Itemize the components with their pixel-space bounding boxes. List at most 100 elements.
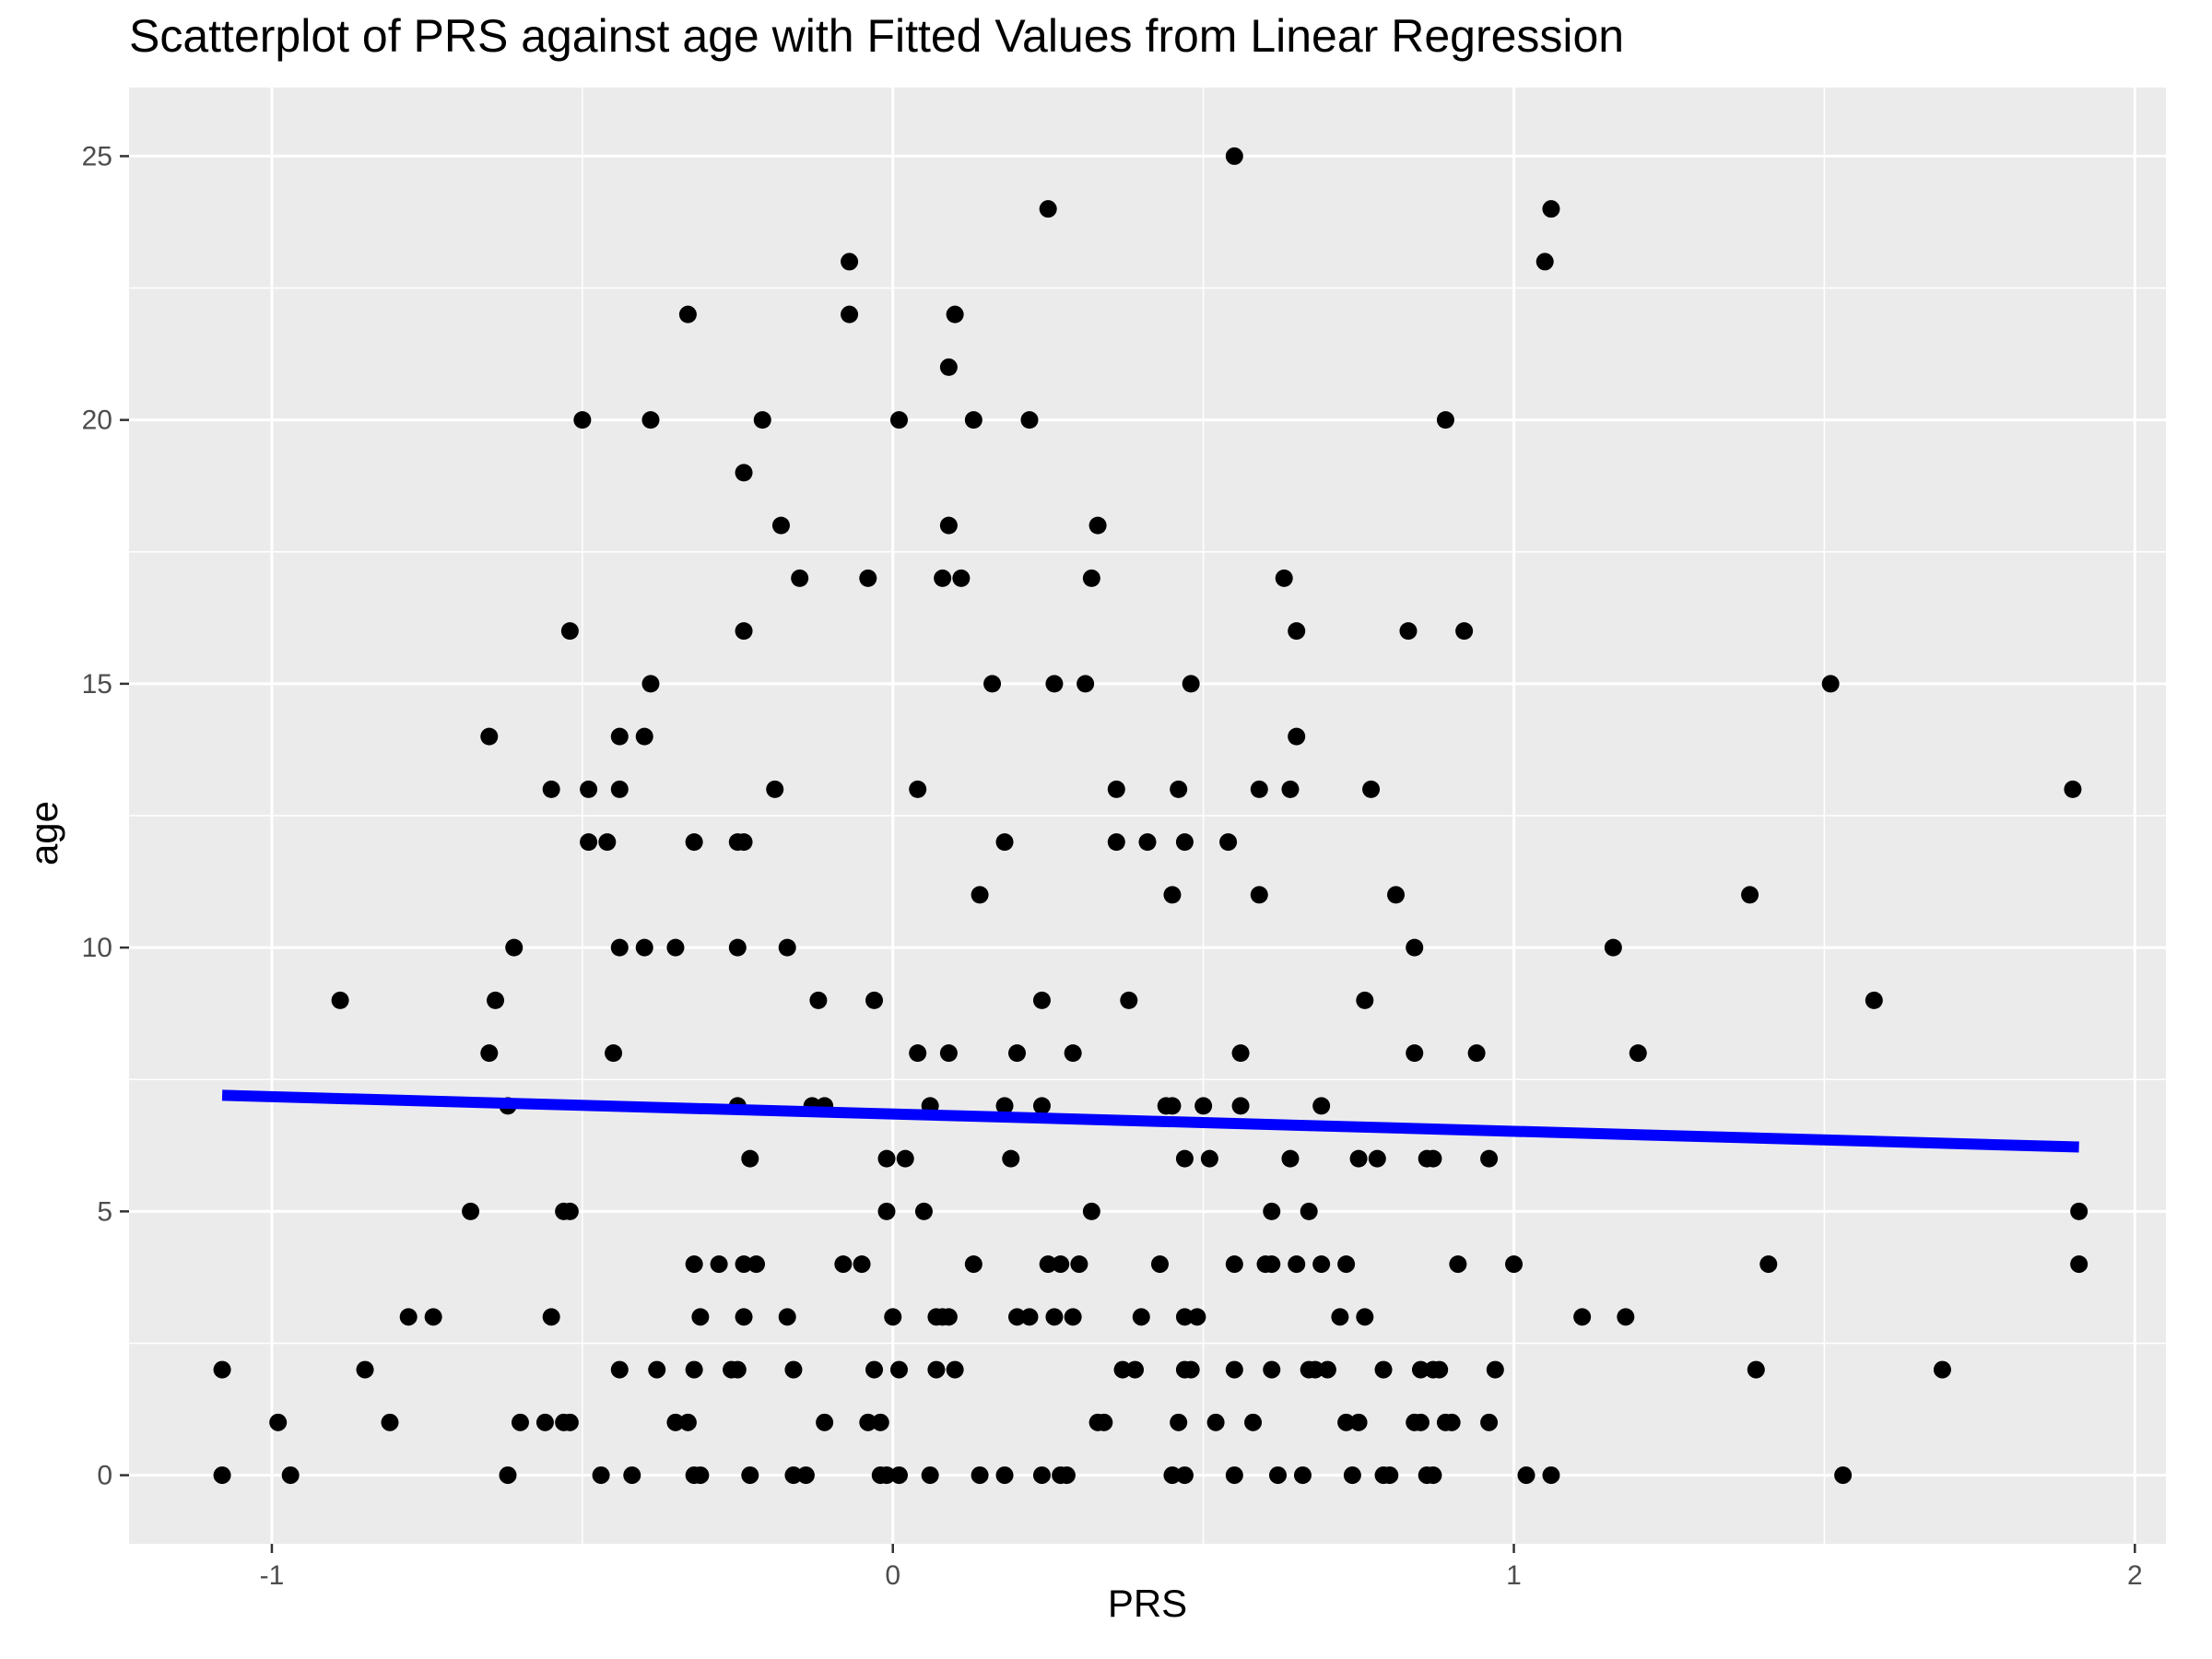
data-point xyxy=(678,1413,697,1431)
data-point xyxy=(1349,1413,1368,1431)
data-point xyxy=(995,833,1014,852)
data-point xyxy=(939,1308,958,1326)
data-point xyxy=(1077,675,1095,693)
data-point xyxy=(796,1466,815,1485)
data-point xyxy=(1219,833,1238,852)
data-point xyxy=(877,1149,896,1168)
data-point xyxy=(1747,1360,1765,1379)
data-point xyxy=(1039,200,1057,218)
data-point xyxy=(685,1255,703,1274)
data-point xyxy=(685,1360,703,1379)
data-point xyxy=(1263,1202,1281,1220)
data-point xyxy=(1088,516,1107,535)
data-point xyxy=(1138,833,1157,852)
data-point xyxy=(853,1255,871,1274)
data-point xyxy=(1288,727,1306,746)
data-point xyxy=(462,1202,480,1220)
data-point xyxy=(356,1360,374,1379)
data-point xyxy=(784,1466,803,1485)
data-point xyxy=(921,1466,939,1485)
data-point xyxy=(560,1202,579,1220)
data-point xyxy=(1312,1255,1331,1274)
data-point xyxy=(1057,1466,1076,1485)
data-point xyxy=(747,1255,766,1274)
data-point xyxy=(1480,1413,1499,1431)
data-point xyxy=(1368,1149,1386,1168)
data-point xyxy=(1170,780,1188,798)
data-point xyxy=(1070,1255,1088,1274)
data-point xyxy=(1188,1308,1206,1326)
data-point xyxy=(859,569,877,587)
regression-line xyxy=(221,1089,2079,1153)
x-tick-label: -1 xyxy=(260,1560,285,1591)
data-point xyxy=(641,411,660,429)
data-point xyxy=(1225,1255,1243,1274)
data-point xyxy=(1268,1466,1287,1485)
data-point xyxy=(889,1466,908,1485)
data-point xyxy=(1430,1360,1449,1379)
data-point xyxy=(635,727,653,746)
data-point xyxy=(909,1044,927,1063)
data-point xyxy=(610,780,629,798)
data-point xyxy=(1032,1097,1051,1115)
data-point xyxy=(1834,1466,1853,1485)
data-point xyxy=(1374,1360,1393,1379)
data-point xyxy=(1424,1466,1442,1485)
data-point xyxy=(1032,991,1051,1009)
data-point xyxy=(877,1466,896,1485)
data-point xyxy=(1604,938,1622,957)
data-point xyxy=(610,938,629,957)
data-point xyxy=(1200,1149,1218,1168)
data-point xyxy=(1486,1360,1504,1379)
data-point xyxy=(735,622,753,641)
y-axis-label: age xyxy=(22,800,65,866)
data-point xyxy=(641,675,660,693)
data-point xyxy=(487,991,505,1009)
data-point xyxy=(666,938,685,957)
data-point xyxy=(1244,1413,1263,1431)
data-point xyxy=(896,1149,914,1168)
data-point xyxy=(778,938,796,957)
data-point xyxy=(331,991,349,1009)
data-point xyxy=(1008,1308,1027,1326)
data-point xyxy=(766,780,784,798)
data-point xyxy=(648,1360,666,1379)
data-point xyxy=(1442,1413,1461,1431)
data-point xyxy=(946,1360,964,1379)
data-point xyxy=(592,1466,610,1485)
data-point xyxy=(535,1413,554,1431)
data-point xyxy=(1064,1044,1082,1063)
data-point xyxy=(934,569,952,587)
data-point xyxy=(1381,1466,1399,1485)
data-point xyxy=(213,1360,231,1379)
data-point xyxy=(952,569,971,587)
data-point xyxy=(1052,1255,1070,1274)
y-tick-label: 0 xyxy=(97,1461,112,1491)
data-point xyxy=(841,253,859,271)
data-point xyxy=(1288,622,1306,641)
data-point xyxy=(480,727,499,746)
data-point xyxy=(834,1255,853,1274)
data-point xyxy=(1399,622,1418,641)
data-point xyxy=(1175,1308,1194,1326)
data-point xyxy=(1759,1255,1778,1274)
data-point xyxy=(542,1308,560,1326)
data-point xyxy=(511,1413,529,1431)
data-point xyxy=(735,1308,753,1326)
data-point xyxy=(1206,1413,1225,1431)
data-point xyxy=(542,780,560,798)
data-point xyxy=(1175,1466,1194,1485)
data-point xyxy=(1263,1360,1281,1379)
data-point xyxy=(1175,1149,1194,1168)
data-point xyxy=(560,622,579,641)
data-point xyxy=(1150,1255,1169,1274)
data-point xyxy=(1411,1413,1430,1431)
y-tick-label: 25 xyxy=(82,141,112,171)
x-axis-label: PRS xyxy=(1107,1582,1188,1625)
y-tick-label: 15 xyxy=(82,669,112,700)
data-point xyxy=(1002,1149,1020,1168)
data-point xyxy=(1225,1466,1243,1485)
data-point xyxy=(1288,1255,1306,1274)
chart-title: Scatterplot of PRS against age with Fitt… xyxy=(129,10,1625,62)
